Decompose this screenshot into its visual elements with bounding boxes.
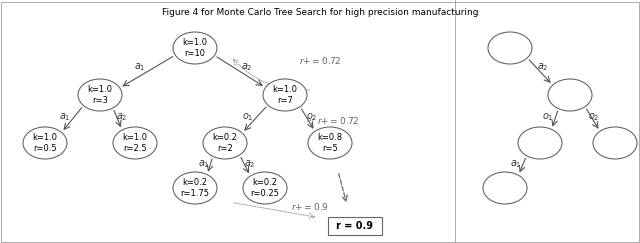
Text: k=1.0
r=10: k=1.0 r=10 [182,38,207,58]
Ellipse shape [308,127,352,159]
Ellipse shape [518,127,562,159]
Ellipse shape [593,127,637,159]
Text: $r{+}{=}0.9$: $r{+}{=}0.9$ [291,200,329,211]
Text: $a_{2}$: $a_{2}$ [244,158,256,170]
Text: k=1.0
r=0.5: k=1.0 r=0.5 [33,133,58,153]
Ellipse shape [488,32,532,64]
Text: $o_{1}$: $o_{1}$ [542,111,554,123]
Text: k=1.0
r=2.5: k=1.0 r=2.5 [122,133,147,153]
Text: $a_{2}$: $a_{2}$ [537,61,548,73]
Ellipse shape [173,172,217,204]
Text: r = 0.9: r = 0.9 [337,221,374,231]
Text: $r{+}{=}0.72$: $r{+}{=}0.72$ [317,115,359,127]
Ellipse shape [483,172,527,204]
Text: k=0.8
r=5: k=0.8 r=5 [317,133,342,153]
Text: k=1.0
r=3: k=1.0 r=3 [88,85,113,105]
Text: $a_{2}$: $a_{2}$ [116,111,128,123]
FancyBboxPatch shape [328,217,382,235]
Ellipse shape [263,79,307,111]
Text: $o_{2}$: $o_{2}$ [307,111,317,123]
Text: k=1.0
r=7: k=1.0 r=7 [273,85,298,105]
Text: $a_{1}$: $a_{1}$ [134,61,146,73]
Ellipse shape [243,172,287,204]
Text: k=0.2
r=1.75: k=0.2 r=1.75 [180,178,209,198]
Text: $r{+}{=}0.72$: $r{+}{=}0.72$ [299,55,341,67]
Ellipse shape [548,79,592,111]
Text: k=0.2
r=2: k=0.2 r=2 [212,133,237,153]
Ellipse shape [203,127,247,159]
Text: $a_{1}$: $a_{1}$ [60,111,71,123]
Text: $a_{1}$: $a_{1}$ [198,158,210,170]
Text: $a_{2}$: $a_{2}$ [241,61,253,73]
Text: k=0.2
r=0.25: k=0.2 r=0.25 [251,178,280,198]
Ellipse shape [113,127,157,159]
Text: $o_{2}$: $o_{2}$ [588,111,600,123]
Text: Figure 4 for Monte Carlo Tree Search for high precision manufacturing: Figure 4 for Monte Carlo Tree Search for… [162,8,478,17]
Text: $o_{1}$: $o_{1}$ [242,111,254,123]
Ellipse shape [23,127,67,159]
Text: $a_{1}$: $a_{1}$ [510,158,522,170]
Ellipse shape [173,32,217,64]
Ellipse shape [78,79,122,111]
